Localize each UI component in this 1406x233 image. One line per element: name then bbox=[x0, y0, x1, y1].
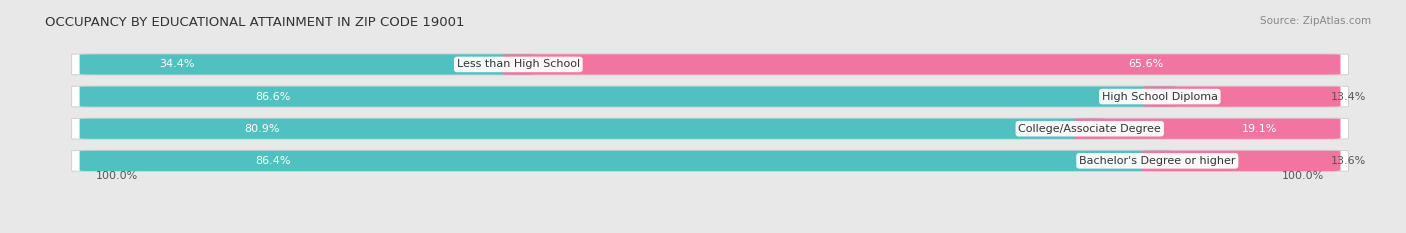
Text: 100.0%: 100.0% bbox=[1282, 171, 1324, 181]
FancyBboxPatch shape bbox=[72, 150, 1348, 171]
Text: 86.4%: 86.4% bbox=[254, 156, 291, 166]
Text: OCCUPANCY BY EDUCATIONAL ATTAINMENT IN ZIP CODE 19001: OCCUPANCY BY EDUCATIONAL ATTAINMENT IN Z… bbox=[45, 16, 464, 29]
FancyBboxPatch shape bbox=[80, 54, 534, 75]
Text: 65.6%: 65.6% bbox=[1128, 59, 1163, 69]
FancyBboxPatch shape bbox=[72, 118, 1348, 139]
FancyBboxPatch shape bbox=[80, 119, 1105, 139]
Text: Bachelor's Degree or higher: Bachelor's Degree or higher bbox=[1078, 156, 1236, 166]
FancyBboxPatch shape bbox=[80, 86, 1175, 107]
Text: 19.1%: 19.1% bbox=[1241, 124, 1278, 134]
FancyBboxPatch shape bbox=[1142, 151, 1340, 171]
FancyBboxPatch shape bbox=[1074, 119, 1340, 139]
Text: Less than High School: Less than High School bbox=[457, 59, 579, 69]
Text: 13.6%: 13.6% bbox=[1331, 156, 1367, 166]
FancyBboxPatch shape bbox=[80, 151, 1174, 171]
FancyBboxPatch shape bbox=[72, 86, 1348, 107]
Text: 100.0%: 100.0% bbox=[96, 171, 138, 181]
Text: 80.9%: 80.9% bbox=[245, 124, 280, 134]
FancyBboxPatch shape bbox=[72, 54, 1348, 75]
Text: 86.6%: 86.6% bbox=[256, 92, 291, 102]
FancyBboxPatch shape bbox=[1143, 86, 1340, 107]
FancyBboxPatch shape bbox=[502, 54, 1340, 75]
Text: College/Associate Degree: College/Associate Degree bbox=[1018, 124, 1161, 134]
Text: High School Diploma: High School Diploma bbox=[1102, 92, 1218, 102]
Text: 13.4%: 13.4% bbox=[1331, 92, 1367, 102]
Text: 34.4%: 34.4% bbox=[159, 59, 194, 69]
Text: Source: ZipAtlas.com: Source: ZipAtlas.com bbox=[1260, 16, 1371, 26]
